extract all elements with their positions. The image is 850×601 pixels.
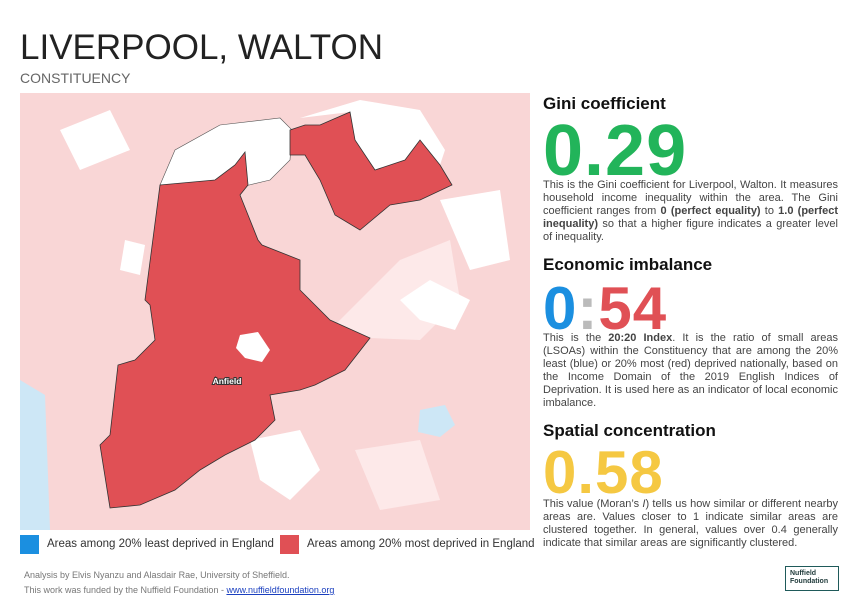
least-deprived-area [418,405,455,437]
funding-text: This work was funded by the Nuffield Fou… [24,585,227,595]
unshaded-area [250,430,320,500]
legend-swatch [280,535,299,554]
text-run: ) tells us how similar or different near… [543,498,838,549]
panel-text: This is the 20:20 Index. It is the ratio… [543,332,838,410]
unshaded-area [300,100,445,170]
panel-value: 0.29 [543,111,688,191]
title: LIVERPOOL, WALTON [20,28,384,67]
map: Anfield [20,93,530,530]
logo-text: Nuffield [790,570,817,577]
value-part: 54 [598,275,668,342]
credit: Analysis by Elvis Nyanzu and Alasdair Ra… [24,570,290,580]
text-run: 0 (perfect equality) [660,205,761,217]
logo-text: Foundation [790,578,829,585]
text-run: This is the Gini coefficient for Liverpo… [543,179,838,217]
text-run: This value (Moran’s [543,498,643,510]
text-run: This is the [543,332,609,344]
place-label: Anfield [213,376,242,386]
text-run: . It is the ratio of small areas (LSOAs)… [543,332,838,409]
most-deprived-area [99,150,371,509]
most-deprived-area [289,111,453,231]
unshaded-area [440,190,510,270]
unshaded-area [400,280,470,330]
text-run: 20:20 Index [608,332,673,344]
panel-heading: Spatial concentration [543,421,716,440]
legend-label: Areas among 20% most deprived in England [307,538,535,550]
unshaded-area [120,240,145,275]
water [20,380,50,530]
value-part: 0 [543,275,578,342]
panel-value: 0:54 [543,279,667,339]
logo: Nuffield Foundation [785,566,839,591]
text-run: so that a higher figure indicates a grea… [543,218,838,243]
unshaded-area [60,110,130,170]
text-run: to [760,205,779,217]
subtitle: CONSTITUENCY [20,70,131,86]
unshaded-area [236,332,270,362]
legend-swatch [20,535,39,554]
panel-heading: Gini coefficient [543,94,666,113]
text-run: 1.0 (perfect inequality) [543,205,838,230]
panel-text: This value (Moran’s I) tells us how simi… [543,498,838,550]
panel-value: 0.58 [543,439,664,506]
panel-heading: Economic imbalance [543,255,713,274]
link[interactable]: www.nuffieldfoundation.org [226,585,335,595]
panel-text: This is the Gini coefficient for Liverpo… [543,179,838,244]
text-run: I [642,498,646,510]
unshaded-area [355,440,440,510]
funding: This work was funded by the Nuffield Fou… [24,585,334,595]
legend-label: Areas among 20% least deprived in Englan… [47,538,274,550]
value-part: : [577,275,599,342]
